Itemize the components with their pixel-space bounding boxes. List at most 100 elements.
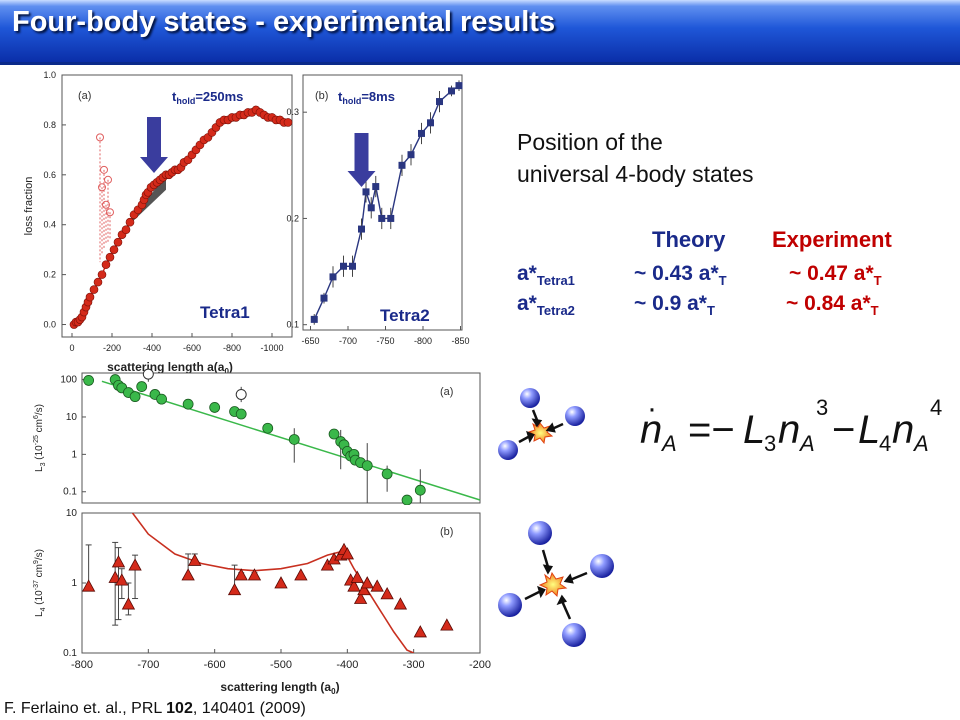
row-tetra1-label-sub: Tetra1 bbox=[536, 273, 575, 289]
data-point bbox=[234, 568, 248, 581]
svg-text:·: · bbox=[647, 392, 657, 425]
data-point bbox=[181, 568, 195, 581]
collision-burst bbox=[538, 571, 568, 598]
x-tick-label: -800 bbox=[414, 336, 432, 346]
data-point-open bbox=[98, 183, 106, 192]
tetra2-arrow bbox=[354, 133, 369, 173]
data-point bbox=[381, 468, 393, 480]
row-tetra2-theory: ~ 0.9 a*T bbox=[634, 292, 715, 318]
data-point bbox=[288, 434, 300, 445]
y-tick-label: 0.3 bbox=[286, 107, 299, 117]
title-underline bbox=[0, 62, 960, 65]
svg-text:n: n bbox=[778, 408, 800, 452]
x-axis-label: scattering length (a0) bbox=[220, 680, 339, 696]
data-point bbox=[357, 582, 371, 596]
data-point bbox=[455, 82, 463, 90]
data-point bbox=[380, 587, 394, 600]
data-point-open bbox=[96, 133, 104, 142]
x-tick-label: 0 bbox=[69, 343, 74, 353]
data-point-open bbox=[142, 368, 154, 380]
chart-loss-fraction-8ms: -650 -700 -750 -800 -850 0.1 0.2 0.3 (b) thold=8m… bbox=[286, 74, 470, 346]
x-tick-label: -600 bbox=[204, 659, 226, 671]
x-tick-label: -600 bbox=[183, 343, 201, 353]
svg-text:n: n bbox=[892, 408, 914, 452]
data-point bbox=[440, 618, 454, 631]
row-tetra1-exp-sub: T bbox=[873, 273, 882, 289]
data-point bbox=[414, 484, 426, 496]
rate-equation: n · A =− L 3 n A 3 − L 4 n A 4 bbox=[640, 392, 942, 456]
data-point bbox=[105, 252, 115, 262]
hold-time-annotation: thold=8ms bbox=[338, 89, 395, 106]
data-point bbox=[329, 273, 337, 281]
chart-L4: 0.1 1 10 -800 -700 -600 -500 -400 -300 -200 (b) L4 … bbox=[33, 508, 491, 696]
svg-text:4: 4 bbox=[930, 395, 942, 420]
atom bbox=[565, 406, 585, 426]
tetra1-arrow-head bbox=[140, 157, 168, 173]
slide-title: Four-body states - experimental results bbox=[12, 6, 556, 38]
data-point-open bbox=[102, 200, 110, 209]
row-tetra1-label-main: a* bbox=[517, 262, 537, 285]
y-tick-label: 0.1 bbox=[63, 487, 77, 498]
data-point bbox=[156, 393, 168, 405]
data-point bbox=[362, 188, 370, 196]
data-point bbox=[97, 270, 107, 279]
row-tetra2-experiment: ~ 0.84 a*T bbox=[786, 292, 879, 318]
data-point bbox=[370, 579, 384, 592]
x-tick-label: -200 bbox=[469, 659, 491, 671]
data-point bbox=[361, 460, 373, 472]
data-point bbox=[129, 391, 141, 403]
x-tick-label: -1000 bbox=[260, 343, 283, 353]
data-point bbox=[418, 129, 425, 137]
data-point bbox=[109, 245, 119, 254]
svg-text:3: 3 bbox=[816, 395, 828, 420]
x-tick-label: -500 bbox=[270, 659, 292, 671]
row-tetra2-theory-main: ~ 0.9 a* bbox=[634, 292, 707, 315]
state-label-tetra1: Tetra1 bbox=[200, 303, 250, 322]
data-point bbox=[227, 582, 242, 596]
x-tick-label: -400 bbox=[336, 659, 358, 671]
data-point bbox=[349, 262, 356, 270]
row-tetra2-theory-sub: T bbox=[706, 303, 715, 319]
x-tick-label: -750 bbox=[376, 336, 394, 346]
data-point bbox=[125, 217, 135, 227]
data-point bbox=[247, 568, 262, 581]
panel-label: (b) bbox=[315, 90, 328, 102]
svg-text:A: A bbox=[798, 431, 815, 456]
motion-arrows bbox=[518, 409, 564, 444]
row-tetra2-exp-main: ~ 0.84 a* bbox=[786, 292, 871, 315]
data-point bbox=[235, 408, 247, 420]
data-point bbox=[358, 225, 365, 233]
x-tick-label: -300 bbox=[403, 659, 425, 671]
data-point bbox=[340, 547, 355, 560]
x-tick-label: -400 bbox=[143, 343, 161, 353]
svg-text:L: L bbox=[858, 408, 880, 452]
data-point bbox=[378, 214, 386, 222]
data-point bbox=[360, 576, 374, 589]
y-tick-label: 10 bbox=[66, 412, 78, 423]
x-tick-label: -850 bbox=[451, 336, 469, 346]
data-point bbox=[448, 87, 455, 95]
tetra2-arrow-head bbox=[347, 171, 376, 187]
data-point bbox=[372, 183, 380, 191]
y-tick-label: 0.2 bbox=[286, 213, 299, 223]
atom bbox=[498, 593, 522, 617]
y-tick-label: 0.2 bbox=[43, 270, 56, 280]
plot-frame bbox=[302, 74, 463, 331]
data-point-open bbox=[104, 175, 112, 184]
citation-authors: F. Ferlaino et. al., PRL bbox=[4, 700, 167, 717]
svg-text:A: A bbox=[912, 431, 929, 456]
data-point bbox=[113, 237, 123, 247]
data-point bbox=[188, 553, 202, 566]
data-point bbox=[401, 494, 413, 505]
atom bbox=[528, 521, 552, 545]
data-point bbox=[115, 573, 129, 586]
data-point bbox=[93, 277, 103, 287]
row-tetra1-theory-main: ~ 0.43 a* bbox=[634, 262, 719, 285]
three-body-illustration bbox=[498, 388, 585, 460]
data-point bbox=[393, 597, 408, 610]
citation: F. Ferlaino et. al., PRL 102, 140401 (20… bbox=[4, 700, 306, 718]
position-heading: Position of the universal 4-body states bbox=[517, 126, 754, 190]
x-tick-label: -200 bbox=[103, 343, 121, 353]
data-point bbox=[89, 285, 99, 294]
x-axis-label: scattering length a(a0) bbox=[107, 360, 233, 375]
